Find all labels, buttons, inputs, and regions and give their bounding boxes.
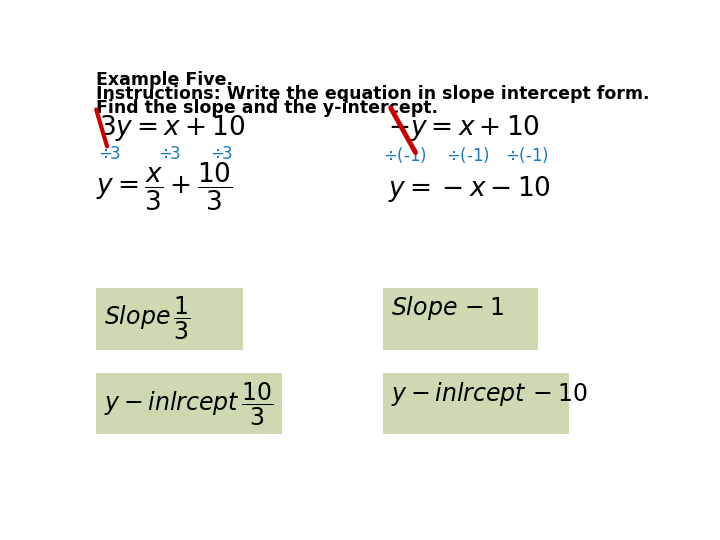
- Text: $\mathit{y-inlrcept}\,-10$: $\mathit{y-inlrcept}\,-10$: [391, 381, 587, 408]
- Text: $y = \dfrac{x}{3} + \dfrac{10}{3}$: $y = \dfrac{x}{3} + \dfrac{10}{3}$: [96, 160, 233, 213]
- Text: $\div(\text{-}1)$: $\div(\text{-}1)$: [505, 145, 549, 165]
- Text: $\mathit{Slope}\,\dfrac{1}{3}$: $\mathit{Slope}\,\dfrac{1}{3}$: [104, 294, 190, 342]
- Text: $\mathit{y-inlrcept}\,\dfrac{10}{3}$: $\mathit{y-inlrcept}\,\dfrac{10}{3}$: [104, 381, 273, 428]
- Text: $\div\!3$: $\div\!3$: [210, 145, 233, 163]
- Text: Instructions: Write the equation in slope intercept form.: Instructions: Write the equation in slop…: [96, 85, 649, 103]
- Text: $3y = x + 10$: $3y = x + 10$: [99, 112, 246, 143]
- Text: $\div\!3$: $\div\!3$: [158, 145, 181, 163]
- Text: $\div\!3$: $\div\!3$: [98, 145, 120, 163]
- Text: Example Five.: Example Five.: [96, 71, 233, 89]
- FancyBboxPatch shape: [96, 288, 243, 350]
- Text: Find the slope and the y-intercept.: Find the slope and the y-intercept.: [96, 99, 438, 117]
- Text: $y = -x - 10$: $y = -x - 10$: [387, 174, 550, 204]
- FancyBboxPatch shape: [96, 373, 282, 434]
- FancyBboxPatch shape: [383, 288, 538, 350]
- Text: $-y = x + 10$: $-y = x + 10$: [387, 112, 539, 143]
- Text: $\div(\text{-}1)$: $\div(\text{-}1)$: [383, 145, 427, 165]
- Text: $\div(\text{-}1)$: $\div(\text{-}1)$: [446, 145, 490, 165]
- Text: $\mathit{Slope}\,-1$: $\mathit{Slope}\,-1$: [391, 294, 504, 322]
- FancyBboxPatch shape: [383, 373, 569, 434]
